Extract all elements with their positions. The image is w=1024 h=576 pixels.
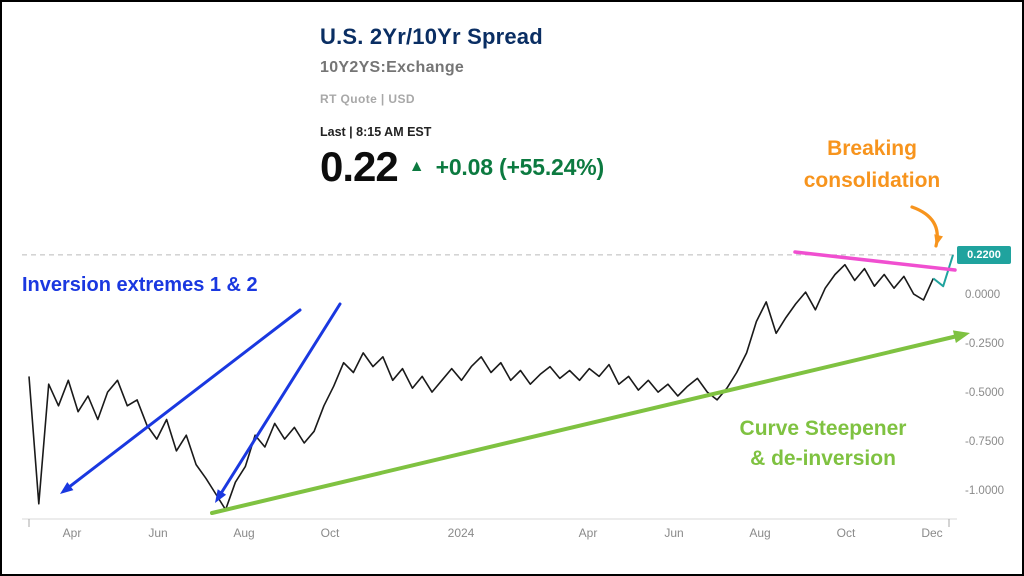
instrument-title: U.S. 2Yr/10Yr Spread — [320, 24, 543, 49]
annotation-curve-steepener: Curve Steepener & de-inversion — [698, 414, 948, 474]
quote-header: U.S. 2Yr/10Yr Spread 10Y2YS:Exchange RT … — [320, 24, 604, 188]
inversion-arrow-1-head — [60, 482, 74, 494]
steepener-trendline-head — [952, 330, 970, 343]
breaking-arrow — [910, 205, 939, 248]
annotation-breaking-line1: Breaking — [827, 137, 917, 160]
annotation-breaking-line2: consolidation — [803, 169, 941, 192]
inversion-arrow-2-head — [215, 489, 227, 503]
up-triangle-icon: ▲ — [408, 158, 425, 175]
annotation-steepener-line1: Curve Steepener — [739, 417, 907, 440]
spread-line-latest — [932, 254, 954, 288]
instrument-symbol: 10Y2YS:Exchange — [320, 59, 465, 76]
breaking-arrow-head — [934, 234, 943, 246]
last-timestamp-label: Last | 8:15 AM EST — [320, 125, 432, 139]
inversion-arrow-2 — [218, 302, 342, 496]
price-row: 0.22 ▲ +0.08 (+55.24%) — [320, 146, 604, 188]
inversion-arrow-1 — [66, 308, 302, 490]
annotation-breaking-consolidation: Breaking consolidation — [770, 133, 974, 197]
price-change: +0.08 (+55.24%) — [435, 153, 605, 180]
last-price: 0.22 — [320, 143, 399, 190]
steepener-trendline — [210, 334, 960, 515]
consolidation-trendline — [793, 250, 957, 272]
annotation-steepener-line2: & de-inversion — [750, 447, 896, 470]
annotation-inversion-extremes: Inversion extremes 1 & 2 — [22, 274, 258, 296]
quote-type-label: RT Quote | USD — [320, 92, 415, 106]
spread-line — [28, 263, 935, 511]
